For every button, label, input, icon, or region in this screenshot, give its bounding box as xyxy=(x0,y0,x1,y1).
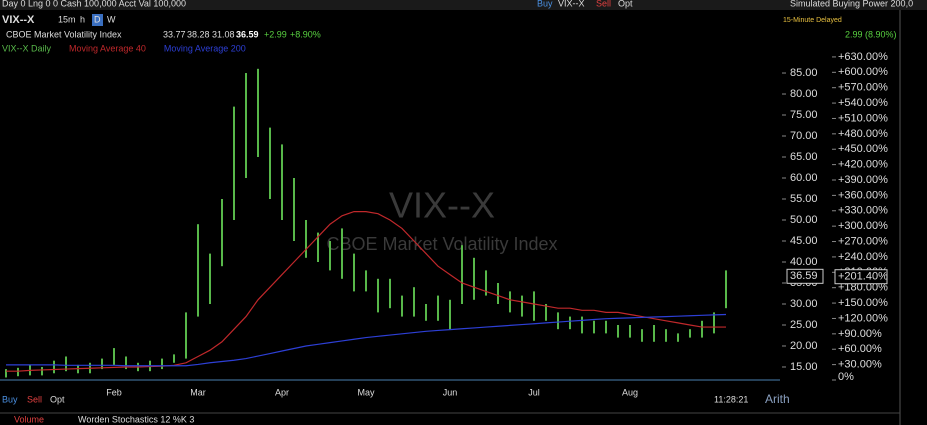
y2-tick-label: +600.00% xyxy=(838,66,888,78)
scale-mode[interactable]: Arith xyxy=(765,392,790,406)
quote-change: +2.99 xyxy=(264,29,287,39)
y-tick-label: 40.00 xyxy=(790,256,818,268)
x-tick-label: Mar xyxy=(190,387,206,397)
y2-tick-label: +240.00% xyxy=(838,251,888,263)
y2-tick-label: +570.00% xyxy=(838,82,888,94)
x-tick-label: May xyxy=(357,387,375,397)
opt-button[interactable]: Opt xyxy=(50,394,65,404)
current-price-label: 36.59 xyxy=(790,270,818,282)
legend-entry: Moving Average 40 xyxy=(69,43,146,53)
symbol: VIX--X xyxy=(558,0,585,8)
opt-button[interactable]: Opt xyxy=(618,0,633,8)
delay-notice: 15-Minute Delayed xyxy=(783,17,842,24)
y2-tick-label: +180.00% xyxy=(838,282,888,294)
interval[interactable]: W xyxy=(107,14,116,24)
quote-last: 36.59 xyxy=(236,29,259,39)
moving-average-line xyxy=(6,313,727,367)
y2-tick-label: +330.00% xyxy=(838,205,888,217)
interval[interactable]: h xyxy=(80,14,85,24)
x-tick-label: Apr xyxy=(275,387,289,397)
account-info: Day 0 Lng 0 0 Cash 100,000 Acct Val 100,… xyxy=(2,0,186,8)
y-tick-label: 85.00 xyxy=(790,67,818,79)
y2-tick-label: +150.00% xyxy=(838,297,888,309)
y2-tick-label: +390.00% xyxy=(838,174,888,186)
y2-tick-label: +540.00% xyxy=(838,97,888,109)
y-tick-label: 25.00 xyxy=(790,319,818,331)
interval[interactable]: D xyxy=(94,14,101,24)
y2-tick-label: +60.00% xyxy=(838,343,882,355)
clock: 11:28:21 xyxy=(714,394,748,404)
legend-entry: VIX--X Daily xyxy=(2,43,52,53)
legend-entry: Moving Average 200 xyxy=(164,43,246,53)
y2-tick-label: +360.00% xyxy=(838,189,888,201)
y-tick-label: 45.00 xyxy=(790,235,818,247)
interval[interactable]: 15m xyxy=(58,14,76,24)
y-tick-label: 20.00 xyxy=(790,340,818,352)
sell-button[interactable]: Sell xyxy=(596,0,611,8)
sell-button[interactable]: Sell xyxy=(27,394,42,404)
quote-name: CBOE Market Volatility Index xyxy=(6,29,122,39)
watermark: VIX--X xyxy=(389,185,495,226)
y-tick-label: 60.00 xyxy=(790,172,818,184)
quote-high: 38.28 xyxy=(187,29,210,39)
watermark-subtitle: CBOE Market Volatility Index xyxy=(326,234,557,254)
buy-button[interactable]: Buy xyxy=(537,0,553,8)
current-price-box xyxy=(786,268,824,284)
buying-power: Simulated Buying Power 200,0 xyxy=(790,0,913,8)
y2-tick-label: +420.00% xyxy=(838,159,888,171)
x-tick-label: Aug xyxy=(622,387,638,397)
stochastics-pane: Worden Stochastics 12 %K 3 xyxy=(78,414,194,424)
y2-tick-label: +30.00% xyxy=(838,359,882,371)
y-tick-label: 55.00 xyxy=(790,193,818,205)
quote-summary: 2.99 (8.90%) xyxy=(845,29,897,39)
y-tick-label: 50.00 xyxy=(790,214,818,226)
y-tick-label: 80.00 xyxy=(790,88,818,100)
y2-tick-label: +480.00% xyxy=(838,128,888,140)
quote-low: 31.08 xyxy=(212,29,235,39)
quote-change-pct: +8.90% xyxy=(290,29,321,39)
y2-tick-label: +450.00% xyxy=(838,143,888,155)
y2-tick-label: 0% xyxy=(838,371,854,383)
y2-tick-label: +300.00% xyxy=(838,220,888,232)
y2-tick-label: +510.00% xyxy=(838,112,888,124)
x-tick-label: Jun xyxy=(443,387,458,397)
y-tick-label: 70.00 xyxy=(790,130,818,142)
volume-pane: Volume xyxy=(14,414,44,424)
y2-tick-label: +90.00% xyxy=(838,328,882,340)
moving-average-line xyxy=(6,211,726,372)
y2-tick-label: +270.00% xyxy=(838,235,888,247)
buy-button[interactable]: Buy xyxy=(2,394,18,404)
x-tick-label: Feb xyxy=(106,387,122,397)
quote-open: 33.77 xyxy=(163,29,186,39)
account-bar xyxy=(0,0,927,10)
y-tick-label: 15.00 xyxy=(790,361,818,373)
symbol-box[interactable]: VIX--X xyxy=(2,14,35,26)
y-tick-label: 30.00 xyxy=(790,298,818,310)
y-tick-label: 75.00 xyxy=(790,109,818,121)
y2-tick-label: +120.00% xyxy=(838,312,888,324)
current-pct-box xyxy=(834,269,888,285)
interval-active xyxy=(92,14,103,26)
y2-tick-label: +630.00% xyxy=(838,51,888,63)
x-tick-label: Jul xyxy=(528,387,540,397)
current-pct-label: +201.40% xyxy=(838,271,888,283)
y-tick-label: 65.00 xyxy=(790,151,818,163)
